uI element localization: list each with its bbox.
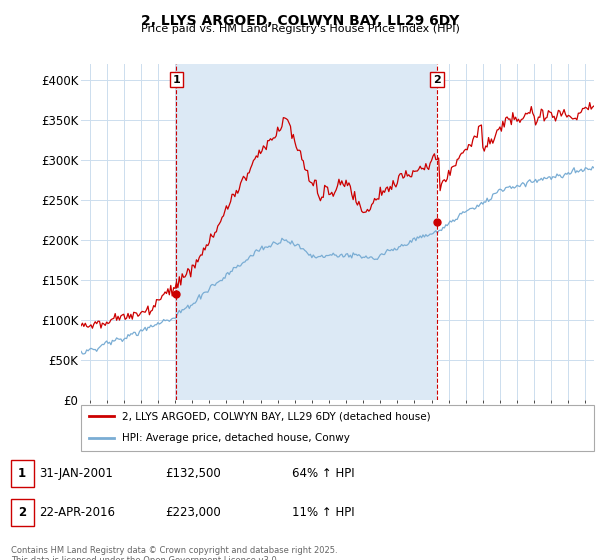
Text: 2, LLYS ARGOED, COLWYN BAY, LL29 6DY (detached house): 2, LLYS ARGOED, COLWYN BAY, LL29 6DY (de… xyxy=(122,412,431,421)
Text: 22-APR-2016: 22-APR-2016 xyxy=(40,506,116,519)
FancyBboxPatch shape xyxy=(81,405,594,451)
Text: Contains HM Land Registry data © Crown copyright and database right 2025.
This d: Contains HM Land Registry data © Crown c… xyxy=(11,546,337,560)
Text: 2: 2 xyxy=(433,74,441,85)
Bar xyxy=(176,64,437,400)
Text: 1: 1 xyxy=(18,466,26,480)
Text: 64% ↑ HPI: 64% ↑ HPI xyxy=(292,466,354,480)
Text: 31-JAN-2001: 31-JAN-2001 xyxy=(40,466,113,480)
Text: HPI: Average price, detached house, Conwy: HPI: Average price, detached house, Conw… xyxy=(122,433,350,443)
Text: 2, LLYS ARGOED, COLWYN BAY, LL29 6DY: 2, LLYS ARGOED, COLWYN BAY, LL29 6DY xyxy=(141,14,459,28)
Text: 2: 2 xyxy=(18,506,26,519)
Text: 11% ↑ HPI: 11% ↑ HPI xyxy=(292,506,354,519)
Text: £132,500: £132,500 xyxy=(166,466,221,480)
Text: Price paid vs. HM Land Registry's House Price Index (HPI): Price paid vs. HM Land Registry's House … xyxy=(140,24,460,34)
Text: 1: 1 xyxy=(173,74,180,85)
Text: £223,000: £223,000 xyxy=(166,506,221,519)
